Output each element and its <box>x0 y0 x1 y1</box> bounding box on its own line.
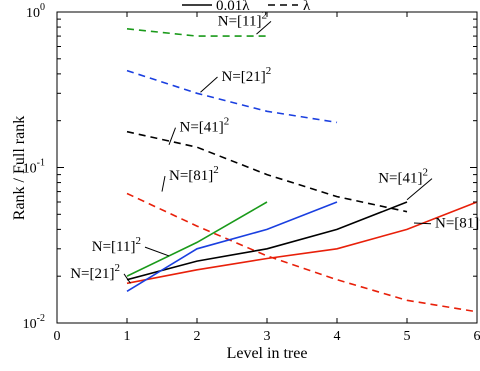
plot-frame <box>57 12 477 323</box>
annotation-6: N=[11]2 <box>92 235 141 255</box>
y-axis-label: Rank / Full rank <box>11 116 28 220</box>
annotation-7: N=[21]2 <box>70 262 120 282</box>
legend-label-1: λ <box>303 0 311 14</box>
x-tick-label-2: 2 <box>194 329 201 344</box>
annotation-2: N=[41]2 <box>180 116 230 136</box>
series-line-4 <box>127 202 477 283</box>
annotation-3: N=[81]2 <box>169 164 219 184</box>
annotation-4: N=[41]2 <box>378 167 428 187</box>
y-tick-label-0: 10-2 <box>23 313 45 332</box>
series-line-3 <box>127 29 267 36</box>
annotation-leader-5 <box>414 223 431 224</box>
x-tick-label-0: 0 <box>54 329 61 344</box>
y-tick-label-2: 100 <box>26 2 45 21</box>
series-line-7 <box>127 202 267 276</box>
annotation-leader-3 <box>162 176 165 192</box>
annotation-1: N=[21]2 <box>222 65 272 85</box>
x-tick-label-5: 5 <box>404 329 411 344</box>
legend-label-0: 0.01λ <box>216 0 250 14</box>
series-line-0 <box>127 194 477 312</box>
annotation-leader-1 <box>201 77 218 92</box>
x-tick-label-4: 4 <box>334 329 341 344</box>
annotation-leader-6 <box>145 247 169 256</box>
x-tick-label-6: 6 <box>474 329 480 344</box>
x-axis-label: Level in tree <box>227 345 308 362</box>
x-tick-label-1: 1 <box>124 329 131 344</box>
x-tick-label-3: 3 <box>264 329 271 344</box>
